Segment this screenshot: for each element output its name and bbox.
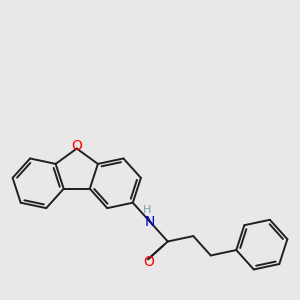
Text: N: N (145, 215, 155, 229)
Text: O: O (71, 139, 82, 153)
Text: O: O (143, 255, 154, 269)
Text: H: H (143, 205, 152, 215)
